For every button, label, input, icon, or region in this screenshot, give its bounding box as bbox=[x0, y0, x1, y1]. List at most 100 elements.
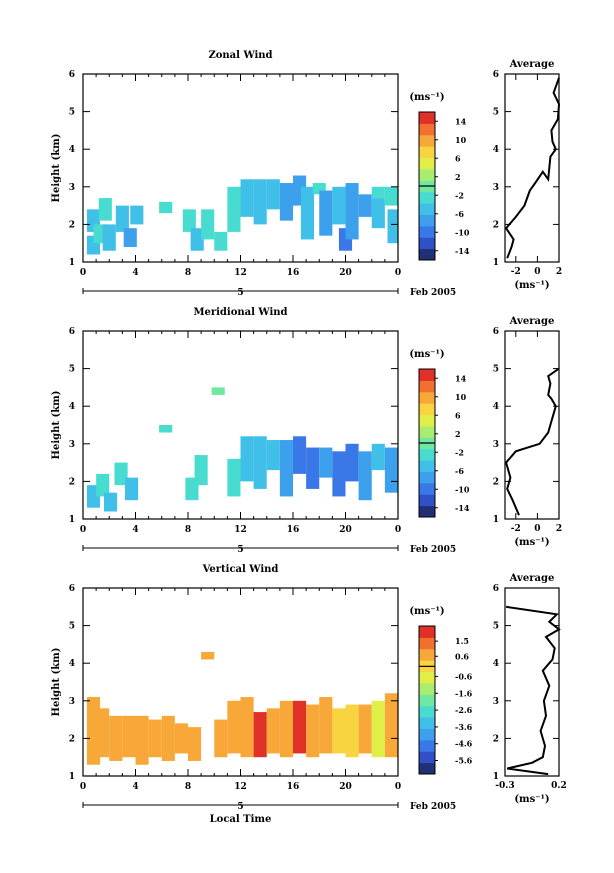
y-tick-label: 6 bbox=[69, 70, 75, 80]
heatmap-cell bbox=[130, 205, 144, 225]
x-axis-label: Local Time bbox=[210, 814, 272, 825]
heatmap-cell bbox=[384, 447, 398, 493]
profile-y-tick-label: 5 bbox=[493, 365, 499, 375]
profile-y-tick-label: 4 bbox=[493, 659, 499, 669]
x-tick-label: 0 bbox=[395, 268, 401, 278]
panel-title: Vertical Wind bbox=[202, 564, 279, 575]
x-tick-label: 0 bbox=[395, 525, 401, 535]
heatmap-cell bbox=[371, 443, 385, 471]
colorbar-swatch bbox=[419, 123, 435, 136]
heatmap-cell bbox=[115, 205, 129, 232]
heatmap-cell bbox=[109, 715, 123, 761]
profile-frame bbox=[504, 330, 560, 520]
y-tick-label: 5 bbox=[69, 108, 75, 118]
colorbar-swatch bbox=[419, 203, 435, 215]
heatmap-cell bbox=[293, 700, 307, 754]
heatmap-cell bbox=[174, 723, 188, 754]
profile-y-tick-label: 4 bbox=[493, 145, 499, 155]
profile-title: Average bbox=[509, 59, 555, 70]
colorbar-tick-label: -2 bbox=[455, 190, 464, 200]
colorbar-swatch bbox=[419, 505, 435, 518]
y-axis-label: Height (km) bbox=[51, 134, 62, 203]
x-tick-label: 0 bbox=[395, 782, 401, 792]
y-tick-label: 1 bbox=[69, 772, 75, 782]
profile-line bbox=[504, 367, 560, 516]
heatmap-cell bbox=[332, 708, 346, 754]
heatmap-cell bbox=[122, 715, 136, 758]
heatmap-cell bbox=[266, 179, 280, 210]
heatmap-cell bbox=[332, 186, 346, 225]
day-label: 5 bbox=[237, 802, 243, 812]
heatmap-cell bbox=[159, 201, 173, 214]
x-tick-label: 16 bbox=[287, 782, 300, 792]
profile-y-tick-label: 2 bbox=[493, 734, 499, 744]
x-tick-label: 0 bbox=[80, 268, 86, 278]
y-axis-label: Height (km) bbox=[51, 391, 62, 460]
profile-frame bbox=[504, 587, 560, 777]
day-label: 5 bbox=[237, 545, 243, 555]
date-label: Feb 2005 bbox=[410, 545, 456, 555]
colorbar-swatch bbox=[419, 380, 435, 393]
colorbar-swatch bbox=[419, 460, 435, 472]
colorbar-swatch bbox=[419, 403, 435, 416]
heatmap-cell bbox=[214, 231, 228, 251]
colorbar-unit: (ms⁻¹) bbox=[409, 606, 444, 617]
colorbar-swatch bbox=[419, 626, 435, 638]
heatmap-cell bbox=[306, 447, 320, 489]
heatmap-cell bbox=[227, 186, 241, 232]
colorbar-swatch bbox=[419, 705, 435, 718]
colorbar-swatch bbox=[419, 694, 435, 707]
y-tick-label: 1 bbox=[69, 515, 75, 525]
colorbar-swatch bbox=[419, 448, 435, 461]
heatmap-cell bbox=[148, 719, 162, 758]
heatmap-cell bbox=[253, 179, 267, 225]
y-tick-label: 2 bbox=[69, 734, 75, 744]
profile-y-tick-label: 1 bbox=[493, 515, 499, 525]
colorbar-tick-label: 6 bbox=[455, 410, 461, 420]
colorbar-swatch bbox=[419, 237, 435, 250]
heatmap-cell bbox=[240, 436, 254, 482]
heatmap-cell bbox=[98, 198, 112, 221]
profile-x-label: (ms⁻¹) bbox=[514, 537, 549, 548]
colorbar-swatch bbox=[419, 225, 435, 238]
colorbar-swatch bbox=[419, 648, 435, 661]
heatmap-cell bbox=[345, 183, 359, 240]
x-tick-label: 4 bbox=[132, 525, 138, 535]
x-tick-label: 20 bbox=[339, 525, 352, 535]
panel-title: Zonal Wind bbox=[208, 50, 272, 61]
colorbar-tick-label: -4.6 bbox=[455, 739, 473, 749]
heatmap-cell bbox=[266, 708, 280, 754]
colorbar-tick-label: 14 bbox=[455, 116, 467, 126]
colorbar-unit: (ms⁻¹) bbox=[409, 92, 444, 103]
colorbar-swatch bbox=[419, 157, 435, 170]
colorbar-tick-label: 10 bbox=[455, 392, 467, 402]
y-tick-label: 1 bbox=[69, 258, 75, 268]
profile-line bbox=[504, 77, 561, 259]
colorbar-swatch bbox=[419, 112, 435, 124]
heatmap-cell bbox=[312, 183, 326, 195]
heatmap-cell bbox=[201, 209, 215, 240]
heatmap-cell bbox=[345, 443, 359, 482]
colorbar-tick-label: 2 bbox=[455, 172, 461, 182]
colorbar-tick-label: 1.5 bbox=[455, 636, 469, 646]
colorbar-swatch bbox=[419, 248, 435, 261]
x-tick-label: 20 bbox=[339, 268, 352, 278]
heatmap-cell bbox=[319, 190, 333, 236]
profile-x-tick-label: -0.3 bbox=[495, 781, 514, 791]
y-tick-label: 3 bbox=[69, 697, 75, 707]
x-tick-label: 4 bbox=[132, 268, 138, 278]
colorbar-tick-label: 14 bbox=[455, 373, 467, 383]
colorbar-swatch bbox=[419, 751, 435, 764]
x-tick-label: 0 bbox=[80, 782, 86, 792]
heatmap-cell bbox=[358, 704, 372, 754]
profile-y-tick-label: 6 bbox=[493, 70, 499, 80]
heatmap-cell bbox=[387, 209, 398, 244]
profile-line bbox=[505, 605, 561, 776]
panel-title: Meridional Wind bbox=[193, 307, 287, 318]
colorbar-tick-label: -6 bbox=[455, 209, 464, 219]
y-tick-label: 3 bbox=[69, 183, 75, 193]
profile-y-tick-label: 4 bbox=[493, 402, 499, 412]
colorbar-tick-label: -14 bbox=[455, 503, 470, 513]
heatmap-cell bbox=[253, 436, 267, 489]
